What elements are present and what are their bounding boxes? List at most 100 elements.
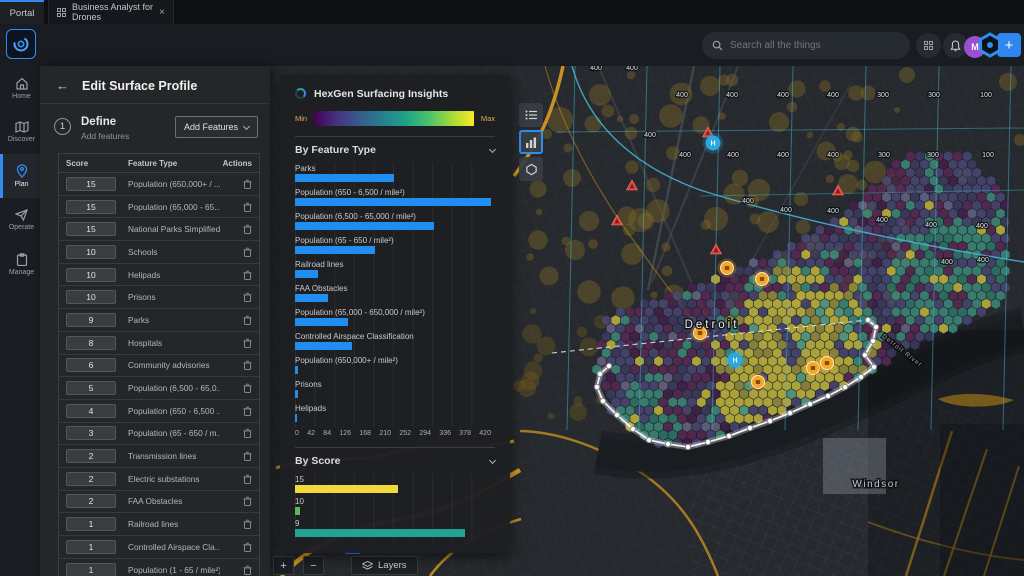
feature-type-label: National Parks Simplified [128,224,220,234]
delete-feature-button[interactable] [220,292,252,302]
sidebar-item-discover[interactable]: Discover [0,110,40,154]
hexagon-icon [525,163,538,176]
sidebar-label-plan: Plan [14,181,28,188]
delete-feature-button[interactable] [220,179,252,189]
add-features-button[interactable]: Add Features [175,116,258,138]
svg-text:300: 300 [878,152,890,159]
feature-table-header: Score Feature Type Actions [59,154,259,173]
org-logo[interactable] [976,31,1004,59]
bar-row: Population (650 - 6,500 / mile²) [295,187,491,211]
map-controls: + − Layers [273,556,418,575]
score-input[interactable]: 1 [66,563,116,576]
sidebar-item-manage[interactable]: Manage [0,242,40,286]
table-row: 10Schools [59,241,259,264]
table-row: 6Community advisories [59,355,259,378]
score-input[interactable]: 2 [66,494,116,508]
legend-max-label: Max [481,114,495,123]
score-input[interactable]: 1 [66,517,116,531]
sidebar-label-manage: Manage [9,269,34,276]
tab-portal[interactable]: Portal [0,0,44,24]
delete-feature-button[interactable] [220,565,252,575]
delete-feature-button[interactable] [220,202,252,212]
zoom-out-button[interactable]: − [303,556,324,575]
svg-text:400: 400 [976,223,988,230]
insights-tool-button[interactable] [519,130,543,154]
bar-row: Railroad lines [295,259,491,283]
delete-feature-button[interactable] [220,270,252,280]
axis-tick: 378 [459,430,471,437]
place-label: Detroit [685,319,740,331]
close-tab-icon[interactable]: × [159,7,165,18]
delete-feature-button[interactable] [220,315,252,325]
score-bar-row: 10 [295,496,491,518]
bar [295,270,318,278]
delete-feature-button[interactable] [220,428,252,438]
app-logo[interactable] [6,29,36,59]
by-score-header[interactable]: By Score [295,448,495,474]
score-input[interactable]: 8 [66,336,116,350]
delete-feature-button[interactable] [220,474,252,484]
trash-icon [243,519,252,529]
delete-feature-button[interactable] [220,360,252,370]
delete-feature-button[interactable] [220,338,252,348]
bar-label: Prisons [295,379,491,390]
delete-feature-button[interactable] [220,406,252,416]
score-bar [295,507,300,515]
score-input[interactable]: 15 [66,200,116,214]
svg-text:400: 400 [727,152,739,159]
layers-button[interactable]: Layers [351,556,418,575]
sidebar-item-operate[interactable]: Operate [0,198,40,242]
svg-text:400: 400 [827,92,839,99]
hexgrid-tool-button[interactable] [519,157,543,181]
score-input[interactable]: 5 [66,381,116,395]
delete-feature-button[interactable] [220,247,252,257]
score-input[interactable]: 9 [66,313,116,327]
axis-tick: 168 [359,430,371,437]
bar-label: Controlled Airspace Classification [295,331,491,342]
by-feature-type-header[interactable]: By Feature Type [295,137,495,163]
axis-tick: 210 [379,430,391,437]
score-input[interactable]: 2 [66,472,116,486]
delete-feature-button[interactable] [220,496,252,506]
delete-feature-button[interactable] [220,383,252,393]
score-input[interactable]: 6 [66,358,116,372]
axis-tick: 294 [419,430,431,437]
back-button[interactable]: ← [56,78,69,93]
delete-feature-button[interactable] [220,519,252,529]
feature-type-label: Transmission lines [128,451,220,461]
spinner-icon [295,88,306,99]
score-input[interactable]: 10 [66,245,116,259]
search-input[interactable] [730,40,890,51]
score-input[interactable]: 15 [66,222,116,236]
profile-panel-header: ← Edit Surface Profile [40,66,270,104]
score-input[interactable]: 4 [66,404,116,418]
delete-feature-button[interactable] [220,542,252,552]
app-header: M + [0,24,1024,66]
axis-tick: 126 [339,430,351,437]
global-search[interactable] [702,32,910,59]
edit-surface-profile-panel: ← Edit Surface Profile 1 Define Add feat… [40,66,270,576]
axis-tick: 0 [295,430,299,437]
legend-tool-button[interactable] [519,103,543,127]
score-input[interactable]: 10 [66,290,116,304]
score-input[interactable]: 10 [66,268,116,282]
tab-business-analyst[interactable]: Business Analyst for Drones × [48,0,174,24]
trash-icon [243,224,252,234]
delete-feature-button[interactable] [220,224,252,234]
step-title: Define [81,116,129,128]
trash-icon [243,428,252,438]
score-bar [295,529,465,537]
score-input[interactable]: 2 [66,449,116,463]
score-input[interactable]: 15 [66,177,116,191]
sidebar-item-home[interactable]: Home [0,66,40,110]
trash-icon [243,565,252,575]
apps-button[interactable] [916,33,941,58]
svg-text:400: 400 [676,92,688,99]
score-input[interactable]: 3 [66,426,116,440]
axis-tick: 42 [307,430,315,437]
delete-feature-button[interactable] [220,451,252,461]
table-row: 5Population (6,500 - 65,0... [59,377,259,400]
score-input[interactable]: 1 [66,540,116,554]
sidebar-item-plan[interactable]: Plan [0,154,40,198]
zoom-in-button[interactable]: + [273,556,294,575]
